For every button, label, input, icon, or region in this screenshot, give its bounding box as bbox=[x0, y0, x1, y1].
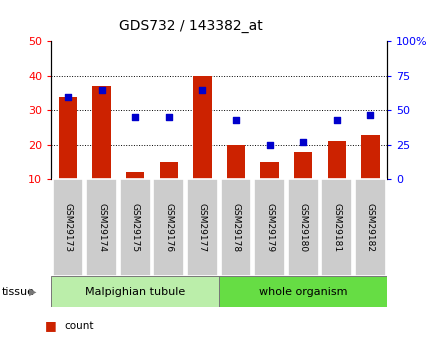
Bar bbox=[294, 152, 312, 179]
Bar bbox=[92, 86, 111, 179]
Bar bbox=[53, 179, 83, 276]
Bar bbox=[221, 179, 251, 276]
Text: GSM29173: GSM29173 bbox=[64, 203, 73, 252]
Text: Malpighian tubule: Malpighian tubule bbox=[85, 287, 185, 296]
Text: GSM29181: GSM29181 bbox=[332, 203, 341, 252]
Point bbox=[199, 87, 206, 92]
Text: ▶: ▶ bbox=[29, 287, 36, 296]
Text: GSM29182: GSM29182 bbox=[366, 203, 375, 252]
Bar bbox=[86, 179, 117, 276]
Bar bbox=[260, 162, 279, 179]
Bar bbox=[254, 179, 285, 276]
Bar bbox=[126, 172, 145, 179]
Point bbox=[65, 94, 72, 99]
Text: GSM29176: GSM29176 bbox=[164, 203, 173, 252]
Text: whole organism: whole organism bbox=[259, 287, 348, 296]
Point bbox=[165, 115, 172, 120]
Text: GSM29174: GSM29174 bbox=[97, 203, 106, 252]
Text: GSM29180: GSM29180 bbox=[299, 203, 307, 252]
Text: GSM29179: GSM29179 bbox=[265, 203, 274, 252]
Bar bbox=[59, 97, 77, 179]
Point bbox=[98, 87, 105, 92]
Text: ■: ■ bbox=[44, 319, 56, 333]
Text: GDS732 / 143382_at: GDS732 / 143382_at bbox=[119, 19, 263, 33]
Bar bbox=[321, 179, 352, 276]
Text: GSM29177: GSM29177 bbox=[198, 203, 207, 252]
Bar bbox=[227, 145, 245, 179]
Bar bbox=[361, 135, 380, 179]
Bar bbox=[187, 179, 218, 276]
Bar bbox=[159, 162, 178, 179]
Text: GSM29178: GSM29178 bbox=[231, 203, 240, 252]
Bar bbox=[219, 276, 387, 307]
Bar bbox=[51, 276, 219, 307]
Point bbox=[232, 117, 239, 123]
Point bbox=[266, 142, 273, 148]
Text: GSM29175: GSM29175 bbox=[131, 203, 140, 252]
Bar bbox=[328, 141, 346, 179]
Bar bbox=[193, 76, 212, 179]
Point bbox=[367, 112, 374, 117]
Bar bbox=[154, 179, 184, 276]
Bar bbox=[120, 179, 150, 276]
Bar bbox=[355, 179, 386, 276]
Bar bbox=[288, 179, 319, 276]
Point bbox=[299, 139, 307, 145]
Text: count: count bbox=[65, 321, 94, 331]
Point bbox=[132, 115, 139, 120]
Text: tissue: tissue bbox=[2, 287, 35, 296]
Text: ■: ■ bbox=[44, 344, 56, 345]
Point bbox=[333, 117, 340, 123]
